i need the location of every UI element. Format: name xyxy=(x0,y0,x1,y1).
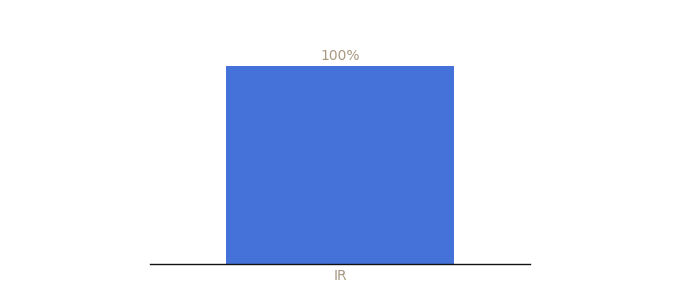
Bar xyxy=(226,66,454,264)
Text: 100%: 100% xyxy=(320,49,360,63)
